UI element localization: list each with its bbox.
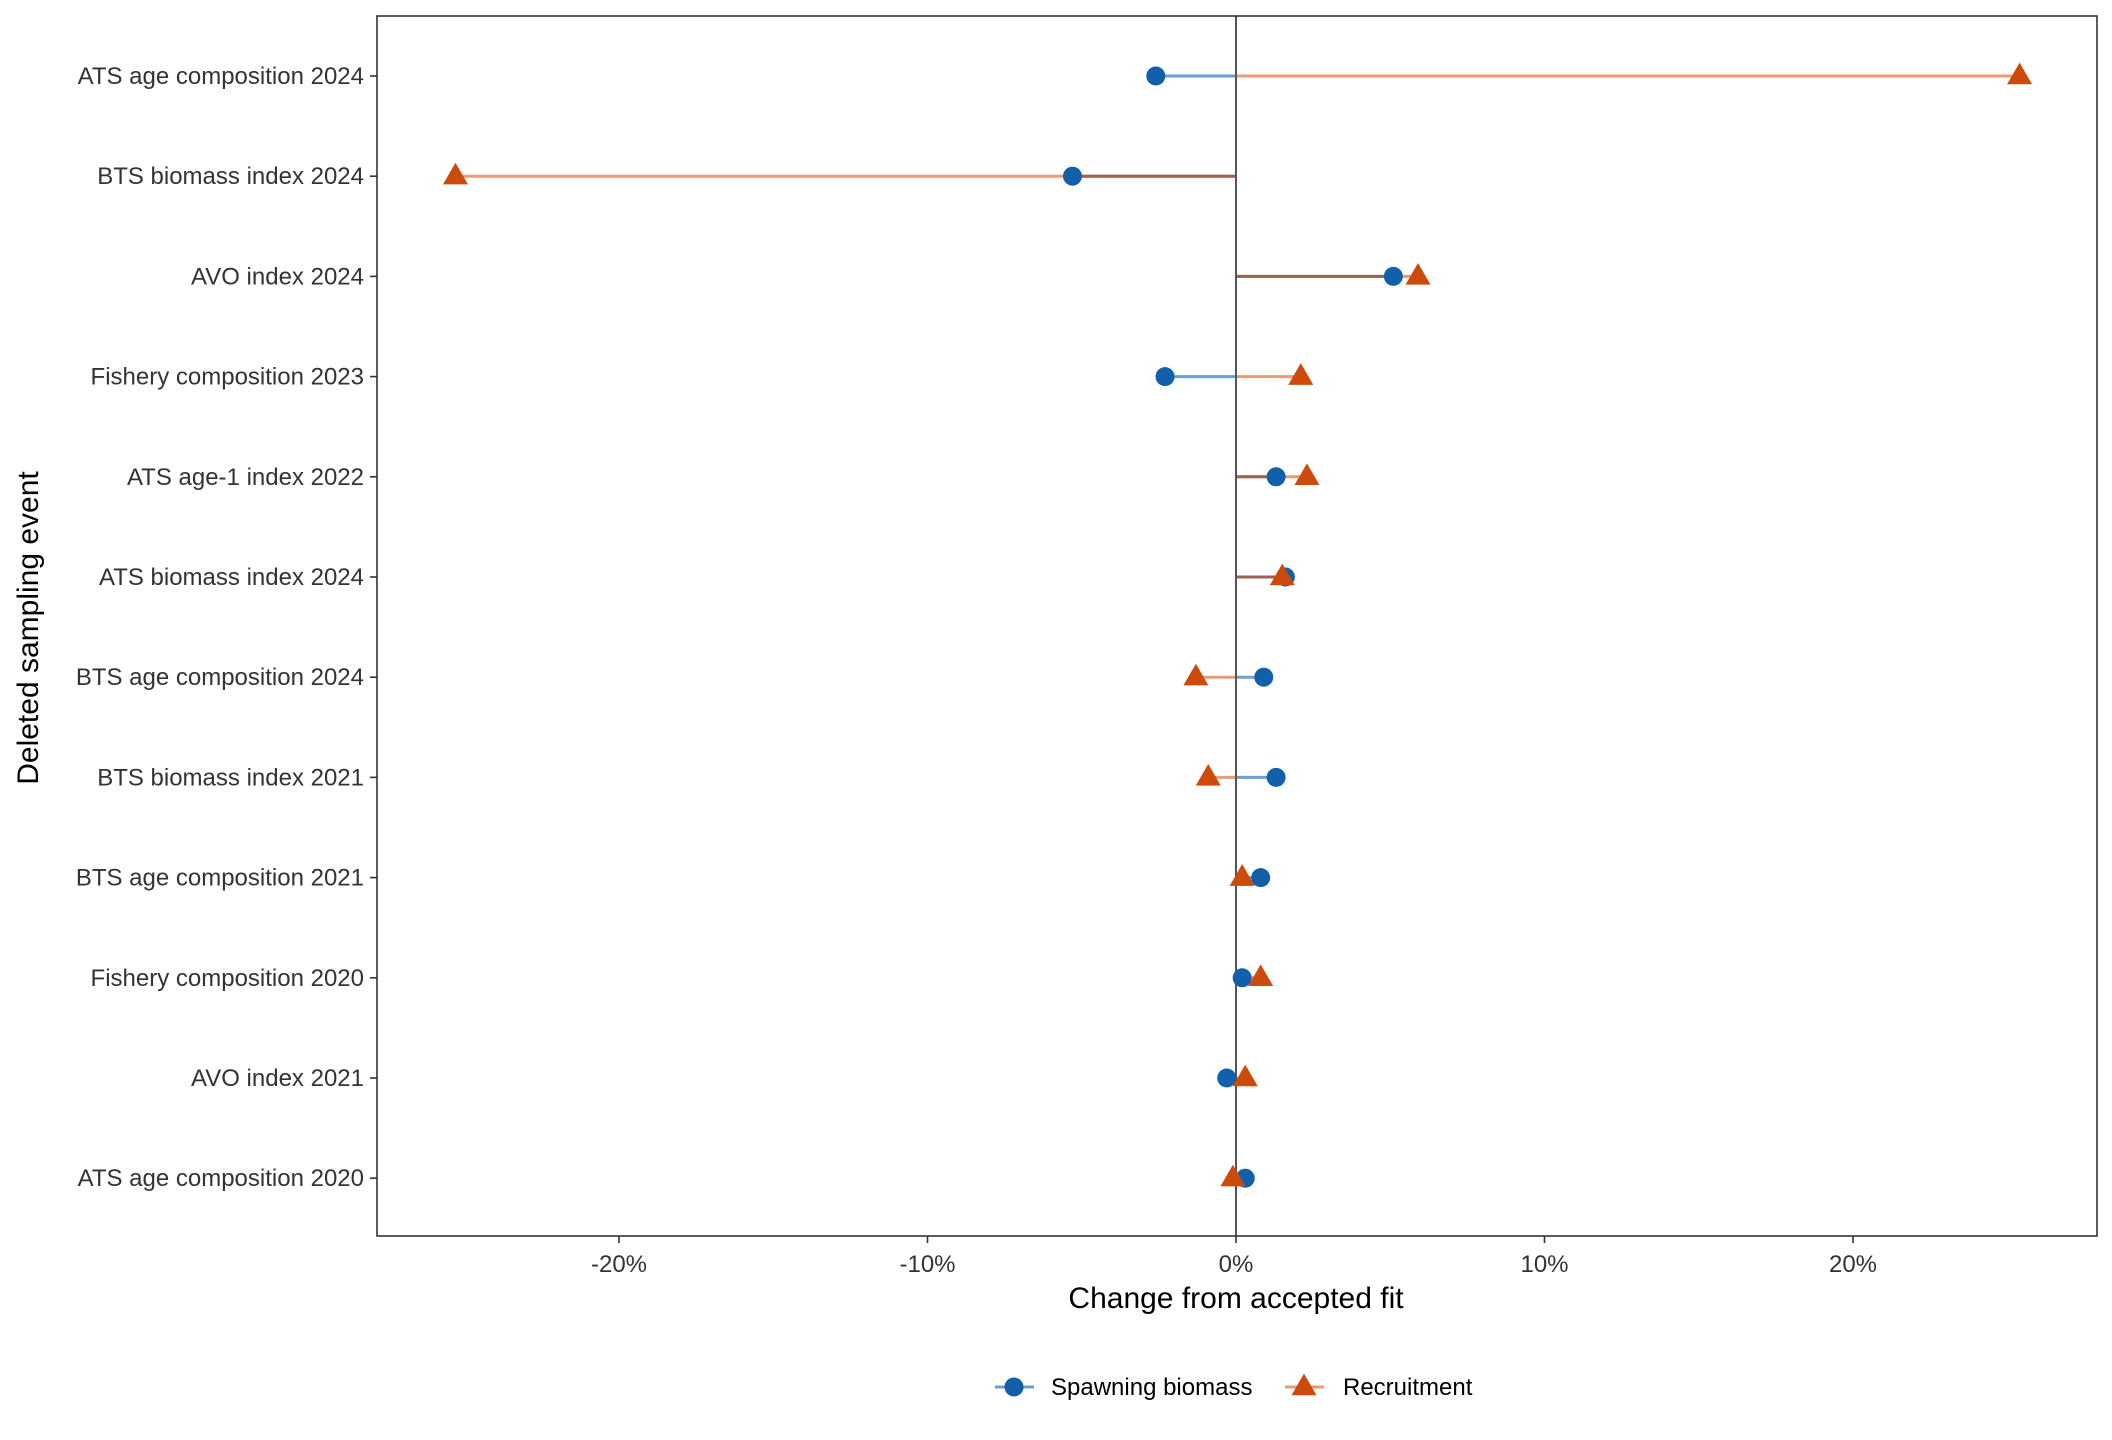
y-tick-label: AVO index 2021 xyxy=(191,1065,364,1092)
y-tick-label: ATS biomass index 2024 xyxy=(99,564,364,591)
point-spawning-biomass xyxy=(1266,467,1286,487)
point-recruitment xyxy=(1229,864,1255,886)
point-recruitment xyxy=(1294,463,1320,486)
point-recruitment xyxy=(1269,563,1295,586)
point-recruitment xyxy=(2007,62,2033,85)
point-recruitment xyxy=(1220,1164,1246,1187)
y-tick-label: BTS biomass index 2021 xyxy=(97,764,364,791)
point-spawning-biomass xyxy=(1266,767,1286,787)
y-tick-label: AVO index 2024 xyxy=(191,263,364,290)
y-tick-label: ATS age composition 2024 xyxy=(78,63,364,90)
y-axis: ATS age composition 2024 BTS biomass inde… xyxy=(76,63,377,1192)
point-recruitment xyxy=(1195,763,1221,786)
point-spawning-biomass xyxy=(1146,66,1166,86)
point-spawning-biomass xyxy=(1062,166,1082,186)
plot-panel xyxy=(376,15,2098,1237)
legend-key-spawning-biomass xyxy=(1004,1377,1024,1397)
point-spawning-biomass xyxy=(1217,1068,1237,1088)
y-tick-label: BTS age composition 2024 xyxy=(76,664,364,691)
legend-label-recruitment: Recruitment xyxy=(1343,1374,1473,1401)
point-spawning-biomass xyxy=(1251,868,1271,888)
x-tick-label: 0% xyxy=(1219,1251,1254,1278)
y-axis-title: Deleted sampling event xyxy=(12,471,45,785)
point-spawning-biomass xyxy=(1232,968,1252,988)
point-recruitment xyxy=(1405,262,1431,285)
x-tick-label: -10% xyxy=(899,1251,955,1278)
y-tick-label: Fishery composition 2023 xyxy=(91,364,364,391)
x-axis: -20% -10% 0% 10% 20% xyxy=(591,1236,1877,1278)
y-tick-label: ATS age-1 index 2022 xyxy=(127,464,364,491)
point-recruitment xyxy=(1232,1064,1258,1087)
point-spawning-biomass xyxy=(1383,266,1403,286)
legend-key-recruitment xyxy=(1291,1373,1317,1396)
point-spawning-biomass xyxy=(1254,667,1274,687)
x-tick-label: -20% xyxy=(591,1251,647,1278)
legend: Spawning biomass Recruitment xyxy=(995,1373,1473,1401)
point-recruitment xyxy=(442,162,468,185)
y-tick-label: BTS biomass index 2024 xyxy=(97,163,364,190)
y-tick-label: BTS age composition 2021 xyxy=(76,865,364,892)
point-recruitment xyxy=(1248,964,1274,987)
x-tick-label: 20% xyxy=(1829,1251,1877,1278)
x-axis-title: Change from accepted fit xyxy=(1068,1282,1404,1315)
y-tick-label: ATS age composition 2020 xyxy=(78,1165,364,1192)
point-recruitment xyxy=(1183,663,1209,686)
point-recruitment xyxy=(1288,363,1314,385)
plot-border xyxy=(376,15,2098,1237)
point-spawning-biomass xyxy=(1155,367,1175,387)
legend-label-spawning-biomass: Spawning biomass xyxy=(1051,1374,1252,1401)
x-tick-label: 10% xyxy=(1520,1251,1568,1278)
y-tick-label: Fishery composition 2020 xyxy=(91,965,364,992)
